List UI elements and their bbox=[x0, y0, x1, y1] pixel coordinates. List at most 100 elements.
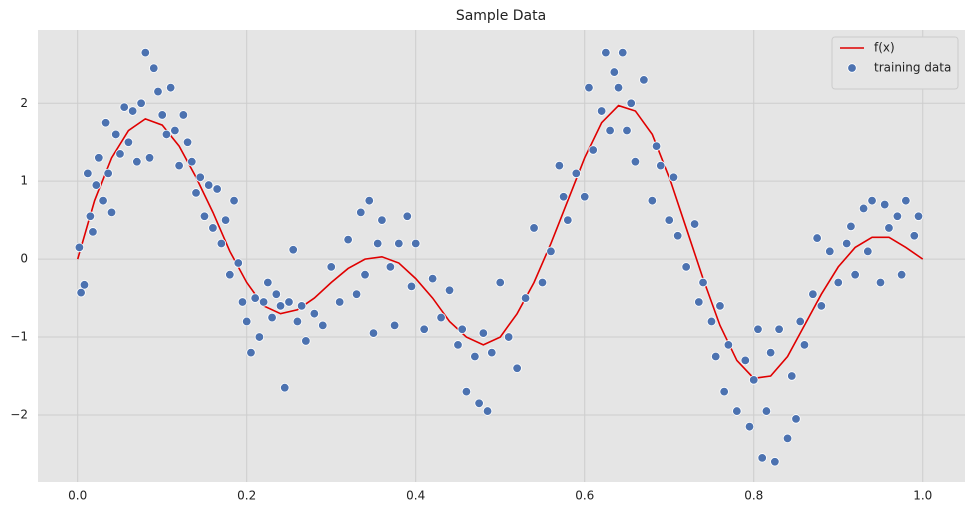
scatter-point bbox=[664, 215, 674, 225]
scatter-point bbox=[596, 106, 607, 116]
scatter-point bbox=[520, 293, 531, 303]
x-tick-label: 0.6 bbox=[575, 489, 594, 503]
scatter-point bbox=[419, 324, 429, 334]
scatter-point bbox=[88, 227, 98, 237]
scatter-point bbox=[258, 297, 269, 307]
scatter-point bbox=[554, 160, 565, 171]
scatter-point bbox=[394, 238, 404, 249]
scatter-point bbox=[875, 277, 886, 288]
scatter-point bbox=[546, 246, 556, 257]
scatter-point bbox=[833, 277, 843, 288]
tick-labels: 0.0 0.2 0.4 0.6 0.8 1.0 −2 −1 0 1 2 bbox=[10, 96, 932, 503]
legend: f(x) training data bbox=[831, 36, 959, 90]
scatter-point bbox=[694, 297, 704, 307]
scatter-point bbox=[647, 195, 658, 206]
scatter-point bbox=[749, 375, 759, 385]
scatter-point bbox=[765, 347, 776, 358]
scatter-point bbox=[288, 245, 298, 255]
scatter-point bbox=[651, 141, 662, 151]
scatter-point bbox=[157, 110, 167, 120]
y-tick-label: −2 bbox=[10, 407, 28, 421]
scatter-point bbox=[242, 316, 252, 327]
legend-box bbox=[831, 36, 959, 90]
scatter-point bbox=[656, 160, 666, 171]
scatter-point bbox=[630, 157, 641, 167]
scatter-point bbox=[427, 273, 438, 284]
scatter-point bbox=[127, 106, 138, 116]
scatter-point bbox=[271, 289, 281, 299]
scatter-point bbox=[880, 199, 890, 210]
y-tick-label: 0 bbox=[20, 252, 28, 266]
scatter-point bbox=[100, 118, 111, 128]
plot-area bbox=[38, 30, 965, 482]
chart-title: Sample Data bbox=[456, 8, 546, 24]
scatter-point bbox=[799, 340, 810, 350]
scatter-point bbox=[119, 102, 129, 112]
scatter-point bbox=[444, 285, 455, 295]
scatter-point bbox=[588, 145, 598, 155]
scatter-point bbox=[144, 153, 155, 163]
scatter-point bbox=[195, 172, 205, 182]
scatter-point bbox=[470, 351, 480, 362]
scatter-point bbox=[808, 289, 818, 299]
scatter-point bbox=[723, 340, 734, 350]
legend-label: training data bbox=[874, 61, 951, 75]
scatter-point bbox=[132, 157, 142, 167]
scatter-point bbox=[199, 211, 210, 221]
scatter-point bbox=[740, 355, 750, 366]
scatter-point bbox=[601, 47, 611, 58]
scatter-point bbox=[571, 168, 581, 179]
scatter-point bbox=[884, 223, 894, 233]
scatter-point bbox=[351, 289, 362, 299]
scatter-point bbox=[689, 219, 700, 229]
x-tick-label: 0.0 bbox=[68, 489, 87, 503]
scatter-point bbox=[343, 234, 353, 245]
scatter-point bbox=[318, 320, 328, 331]
scatter-point bbox=[229, 195, 239, 206]
scatter-point bbox=[246, 347, 256, 358]
scatter-point bbox=[487, 347, 497, 358]
scatter-point bbox=[609, 67, 620, 77]
scatter-point bbox=[237, 297, 248, 307]
scatter-point bbox=[626, 98, 636, 108]
x-tick-label: 1.0 bbox=[913, 489, 932, 503]
scatter-point bbox=[816, 301, 827, 311]
scatter-point bbox=[263, 277, 273, 288]
scatter-point bbox=[639, 75, 649, 85]
x-tick-label: 0.2 bbox=[237, 489, 256, 503]
scatter-point bbox=[825, 246, 835, 257]
scatter-point bbox=[436, 312, 446, 323]
scatter-point bbox=[812, 233, 822, 243]
scatter-point bbox=[106, 207, 117, 218]
scatter-point bbox=[791, 414, 801, 424]
scatter-point bbox=[79, 280, 90, 290]
scatter-point bbox=[309, 308, 320, 319]
y-tick-label: 1 bbox=[20, 174, 28, 188]
scatter-point bbox=[537, 277, 548, 288]
scatter-point bbox=[858, 203, 869, 214]
scatter-point bbox=[711, 351, 721, 362]
scatter-point bbox=[216, 238, 227, 249]
scatter-point bbox=[377, 215, 387, 225]
scatter-point bbox=[220, 215, 231, 225]
scatter-point bbox=[292, 316, 303, 327]
legend-label: f(x) bbox=[874, 41, 895, 55]
scatter-point bbox=[83, 168, 93, 179]
scatter-point bbox=[892, 211, 903, 221]
scatter-point bbox=[250, 293, 260, 303]
scatter-point bbox=[103, 168, 113, 179]
scatter-point bbox=[111, 129, 121, 140]
scatter-point bbox=[174, 160, 184, 171]
scatter-point bbox=[782, 433, 793, 444]
scatter-point bbox=[732, 406, 742, 416]
scatter-point bbox=[326, 262, 336, 272]
scatter-point bbox=[474, 398, 484, 408]
scatter-point bbox=[360, 270, 370, 280]
grid bbox=[38, 30, 965, 482]
x-tick-label: 0.4 bbox=[406, 489, 425, 503]
scatter-point bbox=[744, 421, 755, 432]
scatter-point bbox=[140, 47, 151, 58]
scatter-point bbox=[136, 98, 146, 108]
